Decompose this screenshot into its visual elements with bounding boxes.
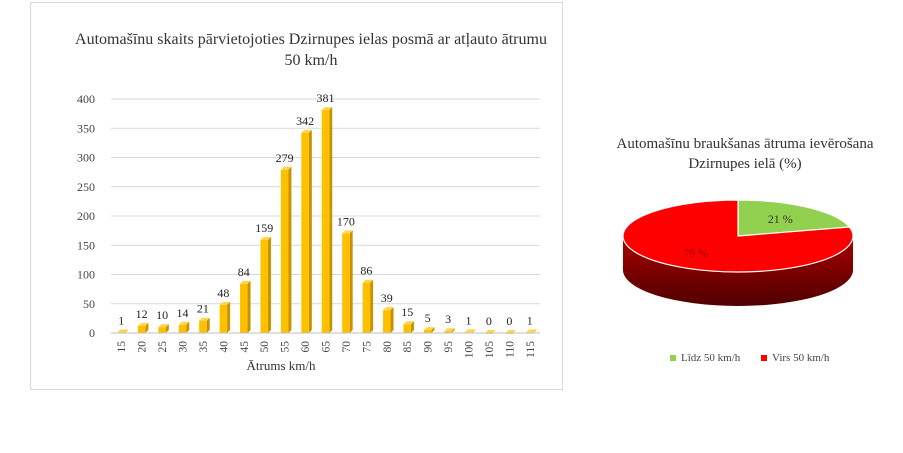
pie-slice	[737, 199, 851, 237]
bar	[342, 230, 353, 333]
bar-data-label: 170	[337, 215, 355, 229]
x-tick-label: 45	[239, 341, 251, 353]
bar-data-label: 159	[255, 221, 273, 235]
pie-slice	[622, 199, 854, 273]
bar-data-label: 1	[527, 313, 533, 327]
y-tick-label: 0	[89, 326, 95, 340]
bar	[219, 301, 231, 333]
pie-chart-panel: Automašīnu braukšanas ātruma ievērošana …	[600, 120, 890, 380]
bar-chart: 0501001502002503003504001151220102514302…	[77, 91, 540, 373]
pie-chart: 21 % 79 %	[622, 199, 854, 306]
x-tick-label: 25	[157, 341, 169, 353]
bar-data-label: 342	[296, 114, 314, 128]
y-tick-label: 150	[77, 238, 95, 252]
y-tick-label: 250	[77, 180, 95, 194]
bar-data-label: 0	[486, 314, 492, 328]
bar-data-label: 86	[360, 264, 372, 278]
x-tick-label: 115	[525, 341, 537, 358]
bar-data-label: 5	[425, 311, 431, 325]
legend-label: Virs 50 km/h	[772, 352, 830, 364]
bar-data-label: 12	[136, 307, 148, 321]
bar	[137, 322, 149, 333]
bar	[260, 236, 271, 333]
bar-data-label: 1	[466, 313, 472, 327]
y-tick-label: 400	[77, 92, 95, 106]
bar	[321, 107, 333, 334]
bar-data-label: 279	[276, 151, 294, 165]
legend-label: Līdz 50 km/h	[681, 352, 741, 364]
y-tick-label: 100	[77, 268, 95, 282]
bar	[301, 129, 312, 333]
legend-item-over-50: Virs 50 km/h	[761, 352, 829, 364]
x-tick-label: 50	[259, 341, 271, 353]
x-tick-label: 30	[178, 341, 190, 353]
x-axis-label: Ātrums km/h	[247, 358, 316, 373]
x-tick-label: 20	[137, 341, 149, 353]
x-tick-label: 35	[198, 341, 210, 353]
bar-data-label: 39	[381, 291, 393, 305]
x-tick-label: 90	[423, 341, 435, 353]
bar-data-label: 14	[177, 306, 189, 320]
y-tick-label: 300	[77, 151, 95, 165]
bar-chart-title: Automašīnu skaits pārvietojoties Dzirnup…	[75, 31, 547, 69]
bar-data-label: 1	[118, 313, 124, 327]
bar	[362, 279, 374, 333]
y-tick-label: 200	[77, 209, 95, 223]
bar-data-label: 15	[401, 305, 413, 319]
legend-item-under-50: Līdz 50 km/h	[670, 352, 740, 364]
pie-data-label: 21 %	[768, 212, 793, 226]
bar-data-label: 10	[156, 308, 168, 322]
bar	[158, 324, 169, 333]
bar	[178, 321, 190, 333]
bar	[280, 166, 292, 333]
x-tick-label: 55	[280, 341, 292, 353]
pie-data-label: 79 %	[683, 246, 708, 260]
y-tick-label: 350	[77, 121, 95, 135]
x-tick-label: 100	[464, 341, 476, 359]
bar-data-label: 21	[197, 302, 209, 316]
x-tick-label: 80	[382, 341, 394, 353]
bar-chart-panel: Automašīnu skaits pārvietojoties Dzirnup…	[30, 2, 563, 390]
bar-data-label: 48	[217, 286, 229, 300]
pie-chart-title: Automašīnu braukšanas ātruma ievērošana …	[616, 136, 874, 172]
bar-data-label: 0	[506, 314, 512, 328]
y-tick-label: 50	[83, 297, 95, 311]
x-tick-label: 40	[218, 341, 230, 353]
bar	[240, 280, 251, 333]
x-tick-label: 15	[116, 341, 128, 353]
bar	[423, 327, 435, 333]
legend-swatch	[670, 355, 676, 362]
bar	[199, 317, 210, 333]
x-tick-label: 105	[484, 341, 496, 359]
x-tick-label: 75	[361, 341, 373, 353]
bar	[444, 328, 455, 333]
x-tick-label: 110	[504, 341, 516, 358]
legend-swatch	[761, 355, 768, 362]
x-tick-label: 60	[300, 341, 312, 353]
pie-legend: Līdz 50 km/h Virs 50 km/h	[670, 352, 847, 364]
pie-slice-side	[623, 236, 853, 306]
bar-data-label: 84	[238, 265, 250, 279]
bar-data-label: 381	[317, 91, 335, 105]
x-tick-label: 70	[341, 341, 353, 353]
x-tick-label: 85	[402, 341, 414, 353]
bar	[383, 307, 394, 333]
bar-data-label: 3	[445, 312, 451, 326]
x-tick-label: 95	[443, 341, 455, 353]
x-tick-label: 65	[321, 341, 333, 353]
bar	[403, 321, 414, 333]
